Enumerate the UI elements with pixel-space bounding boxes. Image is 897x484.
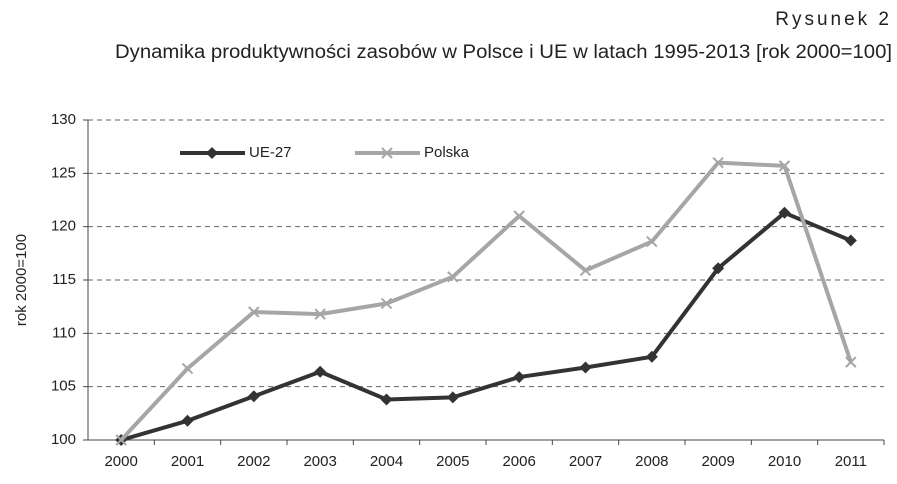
point: [579, 264, 592, 277]
point: [645, 350, 658, 363]
y-tick-label: 105: [51, 378, 76, 395]
point: [248, 306, 260, 318]
x-tick-label: 2000: [104, 453, 137, 470]
x-tick-label: 2009: [701, 453, 734, 470]
point: [845, 356, 857, 368]
x-tick-label: 2003: [303, 453, 336, 470]
point: [712, 156, 724, 169]
y-tick-label: 110: [52, 324, 76, 341]
point: [380, 297, 393, 310]
y-tick-label: 130: [51, 111, 76, 128]
x-tick-label: 2007: [569, 453, 602, 470]
legend-marker: [381, 147, 393, 159]
y-tick-label: 100: [51, 431, 76, 448]
legend-label: UE-27: [249, 144, 292, 161]
figure-label: Rysunek 2: [775, 9, 892, 30]
series-line: [119, 160, 853, 442]
point: [778, 160, 791, 172]
x-tick-label: 2006: [502, 453, 535, 470]
point: [181, 362, 194, 375]
y-axis-label: rok 2000=100: [13, 234, 30, 326]
point: [247, 390, 260, 403]
x-tick-label: 2001: [171, 453, 204, 470]
chart-title: Dynamika produktywności zasobów w Polsce…: [115, 42, 892, 63]
point: [314, 308, 326, 320]
point: [447, 271, 459, 283]
point: [778, 206, 791, 219]
legend-label: Polska: [424, 144, 470, 161]
x-tick-label: 2004: [370, 453, 403, 470]
point: [712, 262, 725, 275]
point: [314, 365, 327, 378]
legend-marker: [206, 147, 218, 159]
point: [579, 361, 592, 374]
point: [446, 391, 459, 404]
x-tick-label: 2010: [768, 453, 801, 470]
point: [513, 210, 525, 222]
x-tick-label: 2008: [635, 453, 668, 470]
point: [380, 393, 393, 406]
point: [844, 234, 857, 247]
y-tick-label: 125: [51, 164, 76, 181]
y-tick-label: 120: [51, 218, 76, 235]
point: [646, 235, 658, 248]
point: [181, 414, 194, 427]
y-tick-label: 115: [52, 271, 76, 288]
x-tick-label: 2002: [237, 453, 270, 470]
x-tick-label: 2005: [436, 453, 469, 470]
point: [513, 371, 526, 384]
point: [115, 434, 127, 446]
series-line: [120, 210, 852, 442]
x-tick-label: 2011: [835, 453, 867, 470]
